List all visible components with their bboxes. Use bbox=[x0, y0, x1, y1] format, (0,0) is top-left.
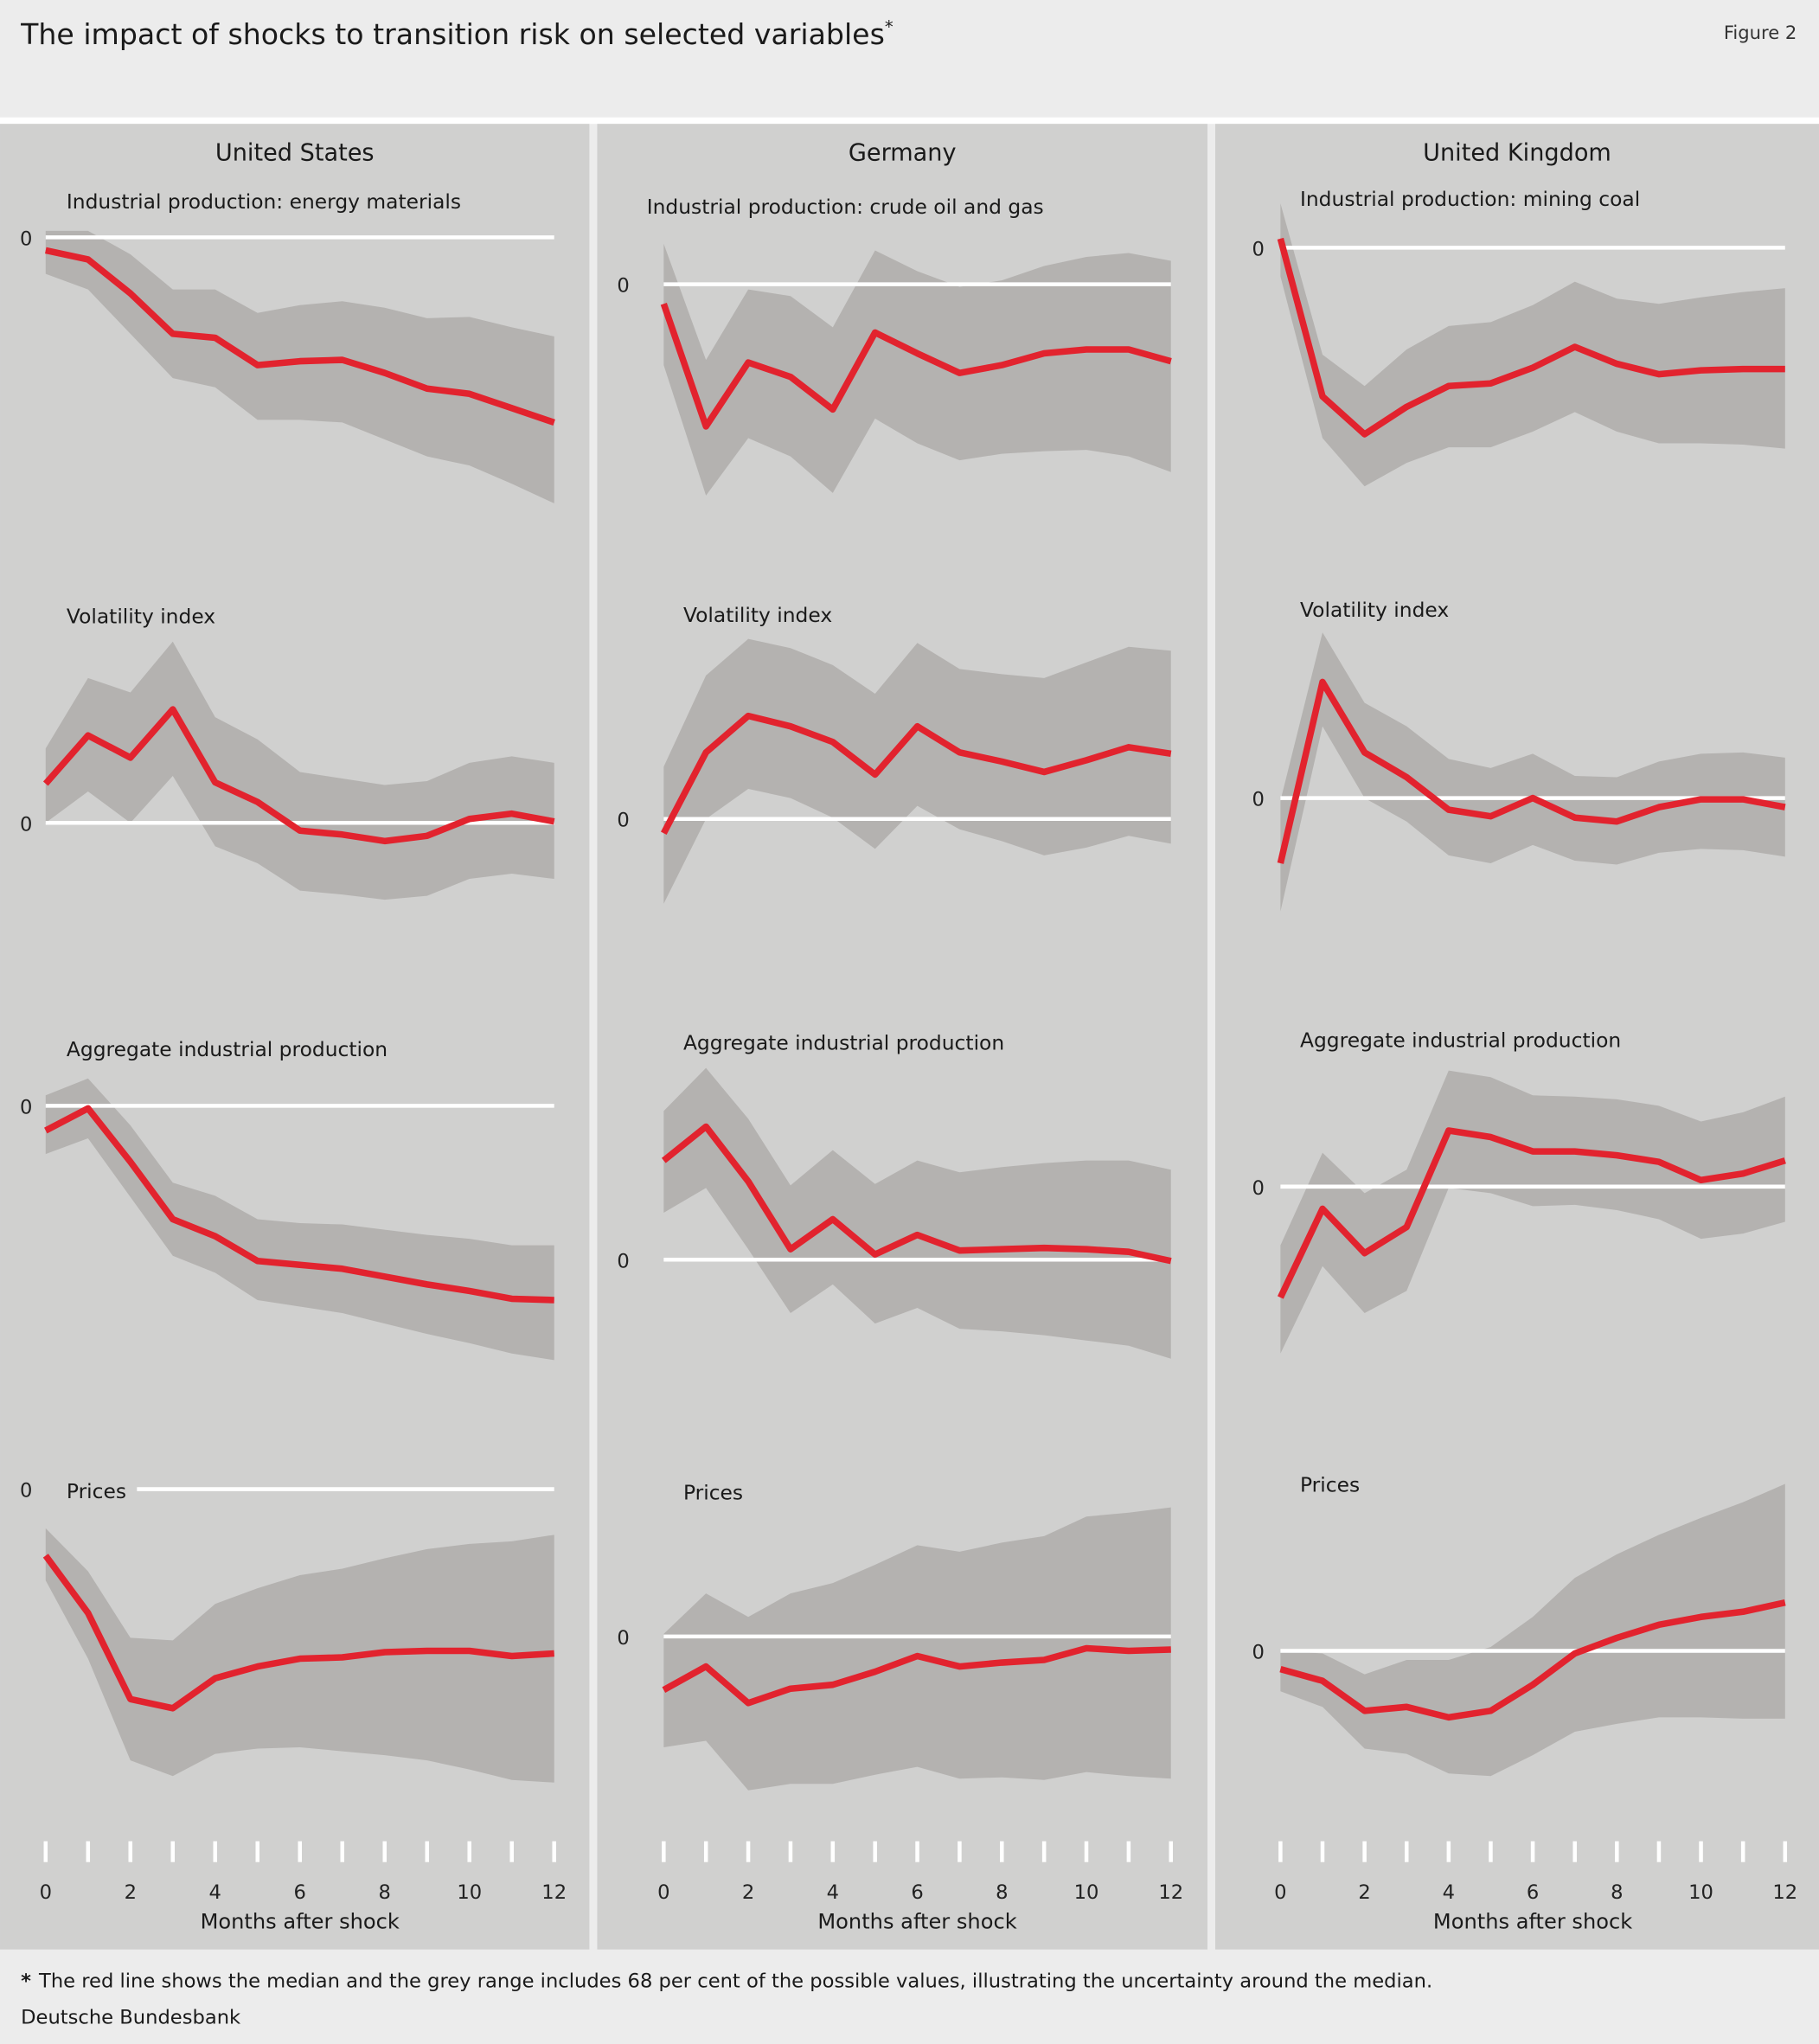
panel-title: Volatility index bbox=[683, 603, 832, 627]
figure-label: Figure 2 bbox=[1724, 22, 1797, 43]
uncertainty-band bbox=[1280, 632, 1785, 912]
panel-title: Prices bbox=[1300, 1473, 1360, 1497]
x-tick-label: 10 bbox=[1074, 1881, 1099, 1904]
x-axis-label: Months after shock bbox=[1433, 1910, 1632, 1934]
panel-title: Aggregate industrial production bbox=[67, 1037, 387, 1061]
x-tick-label: 6 bbox=[1527, 1881, 1539, 1904]
x-tick-label: 8 bbox=[379, 1881, 391, 1904]
x-tick-label: 12 bbox=[1158, 1881, 1183, 1904]
country-title: United Kingdom bbox=[1423, 139, 1611, 166]
x-tick-label: 12 bbox=[541, 1881, 567, 1904]
x-tick-label: 2 bbox=[1358, 1881, 1370, 1904]
zero-label: 0 bbox=[1252, 1177, 1265, 1200]
panel-title: Industrial production: mining coal bbox=[1300, 187, 1640, 211]
country-title: United States bbox=[215, 139, 375, 166]
panel: 0 Prices bbox=[1252, 1473, 1786, 1777]
country-column-united-kingdom: United Kingdom 0 Industrial production: mi… bbox=[1215, 124, 1819, 1950]
panel: 0 Volatility index bbox=[1252, 598, 1786, 912]
x-axis-label: Months after shock bbox=[817, 1910, 1016, 1934]
uncertainty-band bbox=[663, 243, 1171, 496]
panel: 0 Prices bbox=[617, 1481, 1171, 1791]
header-divider bbox=[0, 117, 1819, 125]
x-tick-label: 12 bbox=[1772, 1881, 1797, 1904]
zero-label: 0 bbox=[20, 813, 32, 836]
zero-label: 0 bbox=[617, 810, 629, 832]
country-column-germany: Germany 0 Industrial production: crude oil… bbox=[597, 124, 1207, 1950]
country-column-united-states: United States 0 Industrial production: ene… bbox=[0, 124, 590, 1950]
zero-label: 0 bbox=[20, 1096, 32, 1118]
x-tick-label: 6 bbox=[294, 1881, 306, 1904]
panel-title: Industrial production: crude oil and gas bbox=[647, 195, 1044, 219]
x-tick-label: 10 bbox=[457, 1881, 482, 1904]
x-axis-label: Months after shock bbox=[201, 1910, 400, 1934]
zero-label: 0 bbox=[1252, 238, 1265, 260]
uncertainty-band bbox=[1280, 1070, 1785, 1354]
uncertainty-band bbox=[1280, 1483, 1785, 1777]
uncertainty-band bbox=[663, 1507, 1171, 1791]
panel: 0 Industrial production: crude oil and ga… bbox=[617, 195, 1172, 496]
x-tick-label: 0 bbox=[1274, 1881, 1286, 1904]
panel: 0 Prices bbox=[20, 1479, 554, 1783]
panel-title: Industrial production: energy materials bbox=[67, 189, 461, 214]
x-tick-label: 6 bbox=[911, 1881, 923, 1904]
panel: 0 Aggregate industrial production bbox=[20, 1037, 554, 1361]
x-tick-label: 8 bbox=[1611, 1881, 1623, 1904]
zero-label: 0 bbox=[617, 1250, 629, 1272]
country-title: Germany bbox=[849, 139, 957, 166]
x-tick-label: 4 bbox=[209, 1881, 221, 1904]
chart-title: The impact of shocks to transition risk … bbox=[20, 17, 893, 52]
panel-title: Aggregate industrial production bbox=[1300, 1028, 1621, 1053]
x-tick-label: 4 bbox=[1443, 1881, 1455, 1904]
panel-title: Volatility index bbox=[67, 605, 215, 629]
uncertainty-band bbox=[45, 1078, 554, 1361]
panel: 0 Industrial production: energy materials bbox=[20, 189, 555, 503]
panel-title: Aggregate industrial production bbox=[683, 1031, 1004, 1055]
panel-title: Volatility index bbox=[1300, 598, 1449, 622]
panel-title: Prices bbox=[67, 1479, 126, 1503]
zero-label: 0 bbox=[20, 227, 32, 250]
zero-label: 0 bbox=[20, 1480, 32, 1503]
footnote: * The red line shows the median and the g… bbox=[21, 1970, 1432, 1992]
uncertainty-band bbox=[45, 230, 554, 503]
zero-label: 0 bbox=[617, 275, 629, 298]
panel: 0 Volatility index bbox=[617, 603, 1172, 904]
x-tick-label: 2 bbox=[125, 1881, 137, 1904]
uncertainty-band bbox=[663, 638, 1171, 904]
x-tick-label: 2 bbox=[742, 1881, 754, 1904]
zero-label: 0 bbox=[1252, 1642, 1265, 1664]
panel: 0 Industrial production: mining coal bbox=[1252, 187, 1785, 487]
zero-label: 0 bbox=[1252, 789, 1265, 811]
panel-title: Prices bbox=[683, 1481, 743, 1505]
x-tick-label: 0 bbox=[657, 1881, 669, 1904]
x-tick-label: 8 bbox=[996, 1881, 1008, 1904]
uncertainty-band bbox=[663, 1067, 1171, 1359]
uncertainty-band bbox=[1280, 203, 1785, 487]
x-tick-label: 4 bbox=[827, 1881, 839, 1904]
x-tick-label: 0 bbox=[40, 1881, 52, 1904]
panel: 0 Aggregate industrial production bbox=[617, 1031, 1172, 1359]
panel: 0 Aggregate industrial production bbox=[1252, 1028, 1786, 1354]
panel: 0 Volatility index bbox=[20, 605, 555, 900]
zero-label: 0 bbox=[617, 1627, 629, 1650]
x-tick-label: 10 bbox=[1688, 1881, 1713, 1904]
source-note: Deutsche Bundesbank bbox=[21, 2007, 241, 2029]
